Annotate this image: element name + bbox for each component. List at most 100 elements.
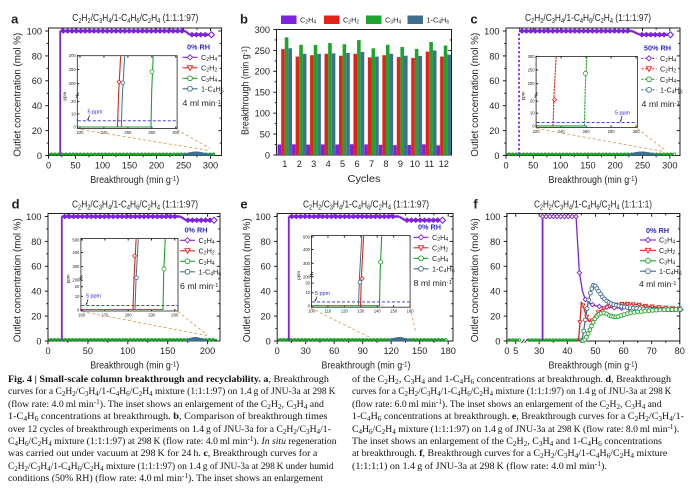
svg-text:0: 0 (265, 150, 270, 160)
svg-text:150: 150 (160, 346, 175, 356)
svg-text:80: 80 (32, 51, 42, 61)
svg-text:60: 60 (32, 76, 42, 86)
svg-text:C3H4: C3H4 (432, 254, 448, 264)
svg-text:300: 300 (255, 25, 270, 35)
svg-text:100: 100 (120, 346, 135, 356)
svg-text:260: 260 (124, 130, 132, 135)
svg-text:4 ml min-1: 4 ml min-1 (642, 99, 681, 109)
svg-text:a: a (11, 11, 19, 26)
svg-text:60: 60 (329, 346, 339, 356)
svg-text:50: 50 (70, 161, 80, 171)
svg-text:60: 60 (618, 346, 628, 356)
svg-text:0: 0 (308, 304, 311, 309)
svg-text:20: 20 (490, 312, 500, 322)
svg-text:280: 280 (148, 130, 156, 135)
svg-text:0: 0 (77, 307, 80, 312)
svg-text:C2H4: C2H4 (201, 53, 217, 63)
svg-text:250: 250 (528, 67, 536, 72)
svg-text:10: 10 (410, 159, 420, 169)
svg-text:60: 60 (489, 76, 499, 86)
svg-text:Breakthrough (min g-1): Breakthrough (min g-1) (322, 360, 411, 372)
svg-text:C2H2/C3H4/1-C4H6/C2H4 (1:1:1:9: C2H2/C3H4/1-C4H6/C2H4 (1:1:1:97) (525, 13, 651, 25)
svg-text:400: 400 (303, 247, 311, 252)
svg-text:300: 300 (69, 53, 77, 58)
svg-text:Outlet concentration (mol %): Outlet concentration (mol %) (12, 33, 24, 157)
svg-text:C2H2/C3H4/1-C4H6/C2H4 (1:1:1:1: C2H2/C3H4/1-C4H6/C2H4 (1:1:1:1) (534, 199, 652, 211)
svg-text:400: 400 (72, 250, 80, 255)
svg-text:5: 5 (340, 159, 345, 169)
svg-text:70: 70 (647, 346, 657, 356)
svg-text:40: 40 (490, 287, 500, 297)
svg-text:3: 3 (311, 159, 316, 169)
svg-text:20: 20 (530, 99, 535, 104)
svg-text:Outlet concentration (mol %): Outlet concentration (mol %) (469, 33, 481, 157)
svg-text:Breakthrough (min g-1): Breakthrough (min g-1) (90, 360, 179, 372)
svg-text:4 ml min-1: 4 ml min-1 (183, 98, 222, 108)
svg-text:20: 20 (305, 281, 310, 286)
svg-text:60: 60 (260, 262, 270, 272)
svg-text:120: 120 (384, 346, 399, 356)
svg-text:300: 300 (633, 129, 641, 134)
svg-text:200: 200 (608, 161, 623, 171)
svg-text:Outlet concentration (mol %): Outlet concentration (mol %) (469, 218, 481, 342)
svg-text:300: 300 (172, 130, 180, 135)
svg-text:10: 10 (305, 290, 310, 295)
svg-text:100: 100 (484, 26, 499, 36)
svg-text:300: 300 (303, 261, 311, 266)
svg-text:10: 10 (75, 294, 80, 299)
svg-text:280: 280 (608, 129, 616, 134)
svg-text:220: 220 (533, 129, 541, 134)
svg-text:ppm: ppm (65, 274, 70, 283)
svg-text:b: b (240, 11, 248, 26)
svg-text:150: 150 (122, 161, 137, 171)
svg-text:110: 110 (325, 309, 332, 314)
svg-text:200: 200 (303, 274, 311, 279)
svg-text:C2H2/C3H4/1-C4H6/C2H4 (1:1:1:9: C2H2/C3H4/1-C4H6/C2H4 (1:1:1:97) (303, 199, 429, 211)
svg-text:9: 9 (398, 159, 403, 169)
svg-text:250: 250 (255, 46, 270, 56)
svg-text:0: 0 (266, 336, 271, 346)
svg-text:Outlet concentration (mol %): Outlet concentration (mol %) (241, 218, 253, 342)
svg-text:190: 190 (148, 313, 156, 318)
svg-text:Breakthrough (min g-1): Breakthrough (min g-1) (240, 46, 252, 135)
svg-text:C3H4: C3H4 (201, 74, 217, 84)
svg-text:Breakthrough (min g-1): Breakthrough (min g-1) (549, 174, 638, 186)
svg-text:1-C4H6: 1-C4H6 (201, 84, 224, 94)
svg-text:200: 200 (200, 346, 215, 356)
svg-text:40: 40 (32, 101, 42, 111)
svg-text:12: 12 (439, 159, 449, 169)
svg-text:5 ppm: 5 ppm (615, 111, 630, 117)
svg-text:20: 20 (260, 312, 270, 322)
svg-text:6: 6 (354, 159, 359, 169)
svg-text:40: 40 (489, 101, 499, 111)
svg-text:C3H4: C3H4 (385, 16, 401, 26)
svg-text:240: 240 (558, 129, 566, 134)
svg-text:C3H4: C3H4 (659, 256, 675, 266)
svg-text:250: 250 (176, 161, 191, 171)
svg-text:180: 180 (125, 313, 133, 318)
svg-text:c: c (470, 11, 477, 26)
svg-text:1-C4H6: 1-C4H6 (427, 16, 450, 26)
svg-text:C2H2: C2H2 (201, 63, 217, 73)
svg-text:8: 8 (383, 159, 388, 169)
svg-text:100: 100 (485, 212, 500, 222)
svg-text:20: 20 (489, 126, 499, 136)
svg-text:ppm: ppm (62, 91, 67, 100)
svg-text:0% RH: 0% RH (187, 43, 210, 52)
svg-text:160: 160 (407, 309, 415, 314)
svg-text:Breakthrough (min g-1): Breakthrough (min g-1) (549, 360, 638, 372)
svg-text:C2H2: C2H2 (343, 16, 359, 26)
svg-text:0: 0 (36, 336, 41, 346)
svg-text:C2H4: C2H4 (300, 16, 316, 26)
svg-text:80: 80 (489, 51, 499, 61)
svg-text:100: 100 (308, 309, 316, 314)
svg-text:f: f (473, 197, 478, 212)
svg-text:100: 100 (95, 161, 110, 171)
svg-text:0% RH: 0% RH (184, 226, 207, 235)
svg-text:0: 0 (73, 124, 76, 129)
svg-text:5 ppm: 5 ppm (315, 291, 330, 297)
svg-text:50: 50 (528, 161, 538, 171)
svg-text:0: 0 (495, 336, 500, 346)
svg-text:10: 10 (71, 111, 76, 116)
svg-text:500: 500 (72, 237, 80, 242)
